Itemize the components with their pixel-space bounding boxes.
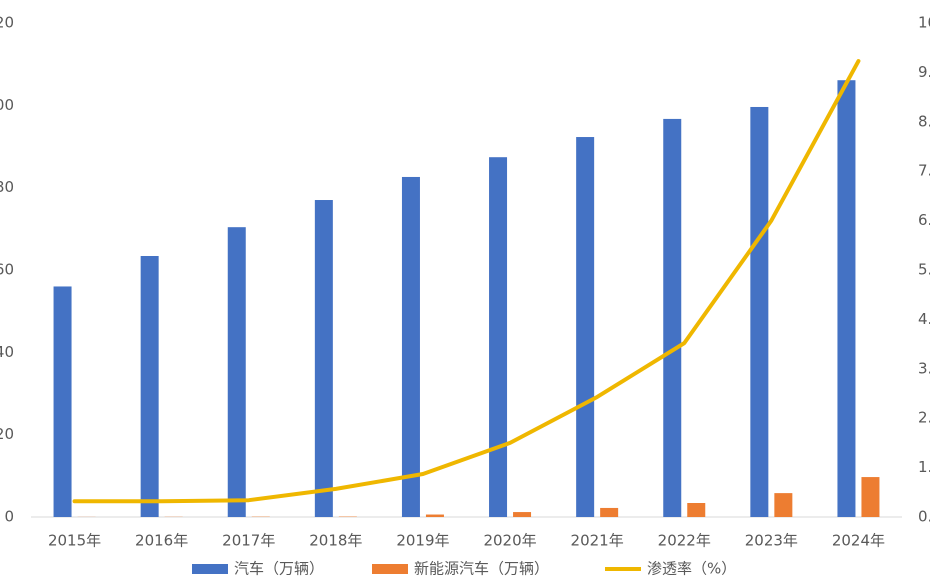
bar <box>663 118 682 517</box>
y2-tick-label: 8.0 <box>918 112 930 130</box>
bar <box>425 514 444 517</box>
x-tick-label: 2018年 <box>309 532 362 550</box>
bar <box>227 227 246 518</box>
x-tick-label: 2017年 <box>222 532 275 550</box>
legend-swatch <box>372 564 408 574</box>
x-tick-label: 2020年 <box>483 532 536 550</box>
legend-label: 渗透率（%） <box>647 560 736 578</box>
y2-tick-label: 6.0 <box>918 211 930 229</box>
bar <box>140 256 159 517</box>
bar <box>489 157 508 517</box>
bar <box>600 507 619 517</box>
x-tick-label: 2021年 <box>571 532 624 550</box>
y2-tick-label: 10.0 <box>918 14 930 32</box>
bar <box>513 512 532 517</box>
y2-tick-label: 2.0 <box>918 409 930 427</box>
y2-tick-label: 7.0 <box>918 162 930 180</box>
y-tick-label: 20 <box>0 425 14 443</box>
x-tick-label: 2022年 <box>658 532 711 550</box>
bar <box>687 503 706 517</box>
x-tick-label: 2016年 <box>135 532 188 550</box>
bar <box>53 286 72 517</box>
bar <box>861 477 880 517</box>
x-tick-label: 2015年 <box>48 532 101 550</box>
legend-label: 汽车（万辆） <box>234 560 324 578</box>
line <box>72 59 861 504</box>
bar <box>750 106 769 517</box>
y2-tick-label: 9.0 <box>918 63 930 81</box>
bar <box>401 176 420 518</box>
legend-label: 新能源汽车（万辆） <box>414 560 549 578</box>
y-tick-label: 40 <box>0 343 14 361</box>
x-tick-label: 2019年 <box>396 532 449 550</box>
y2-tick-label: 0.0 <box>918 508 930 526</box>
bar <box>837 80 856 517</box>
y-tick-label: 120 <box>0 14 14 32</box>
y-tick-label: 100 <box>0 96 14 114</box>
y2-tick-label: 5.0 <box>918 261 930 279</box>
y2-tick-label: 4.0 <box>918 310 930 328</box>
y-tick-label: 60 <box>0 261 14 279</box>
legend-swatch <box>192 564 228 574</box>
y2-tick-label: 3.0 <box>918 359 930 377</box>
y-tick-label: 80 <box>0 178 14 196</box>
bar <box>774 493 793 517</box>
bar <box>314 200 333 517</box>
bar <box>576 137 595 517</box>
x-tick-label: 2023年 <box>745 532 798 550</box>
x-tick-label: 2024年 <box>832 532 885 550</box>
y2-tick-label: 1.0 <box>918 458 930 476</box>
y-tick-label: 0 <box>4 508 14 526</box>
